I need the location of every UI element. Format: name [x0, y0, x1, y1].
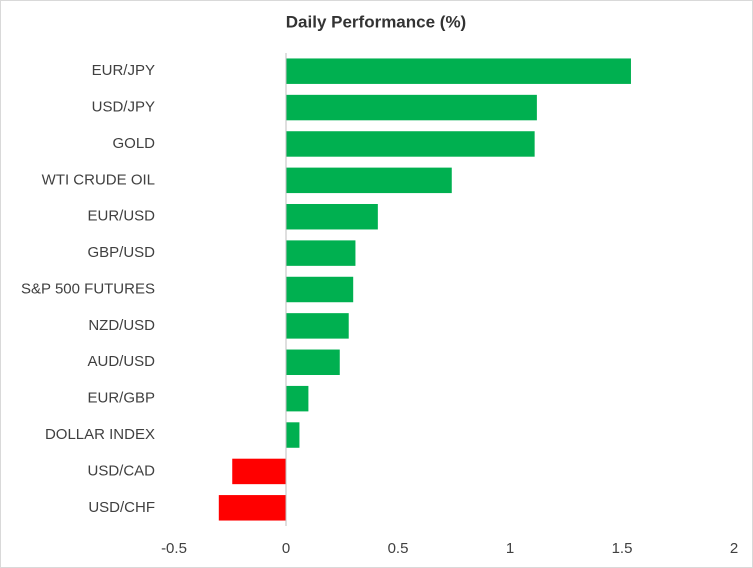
bar: [218, 495, 286, 521]
x-tick-label: 1.5: [612, 540, 633, 557]
y-tick-label: DOLLAR INDEX: [45, 426, 155, 443]
y-tick-label: EUR/JPY: [92, 62, 155, 79]
y-tick-label: GOLD: [112, 135, 155, 152]
bar: [232, 458, 286, 485]
y-tick-label: EUR/GBP: [87, 390, 155, 407]
y-tick-label: NZD/USD: [88, 317, 155, 334]
y-tick-label: USD/JPY: [92, 99, 155, 116]
y-tick-label: USD/CAD: [87, 462, 155, 479]
x-tick-label: -0.5: [161, 540, 187, 557]
y-tick-label: WTI CRUDE OIL: [42, 171, 155, 188]
bar: [286, 94, 537, 121]
bar: [286, 203, 378, 230]
y-tick-label: GBP/USD: [87, 244, 155, 261]
x-tick-label: 0.5: [388, 540, 409, 557]
chart-title: Daily Performance (%): [286, 12, 466, 31]
bar: [286, 240, 356, 266]
bar: [286, 131, 535, 157]
y-tick-label: S&P 500 FUTURES: [21, 280, 155, 297]
y-tick-label: AUD/USD: [87, 353, 155, 370]
bar: [286, 276, 354, 303]
bar: [286, 167, 452, 194]
y-tick-label: USD/CHF: [88, 499, 155, 516]
x-tick-label: 1: [506, 540, 514, 557]
x-tick-label: 2: [730, 540, 738, 557]
bar: [286, 58, 631, 84]
bar: [286, 313, 349, 339]
y-tick-label: EUR/USD: [87, 208, 155, 225]
bar: [286, 385, 309, 412]
bar: [286, 349, 340, 376]
bar: [286, 422, 300, 448]
x-tick-label: 0: [282, 540, 290, 557]
